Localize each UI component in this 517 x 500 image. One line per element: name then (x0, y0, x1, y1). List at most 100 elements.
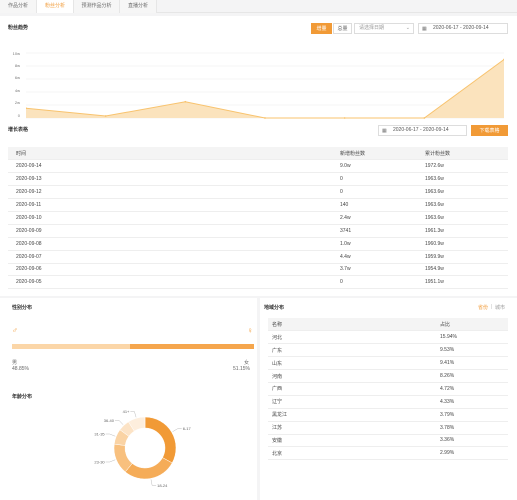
cell-time: 2020-09-05 (8, 275, 338, 290)
tab-province[interactable]: 省份 (478, 305, 489, 311)
female-percent: 51.15% (233, 366, 250, 372)
cell-new: 0 (338, 275, 423, 290)
table-row: 2020-09-11 140 1963.6w (8, 198, 508, 212)
cell-time: 2020-09-14 (8, 159, 338, 174)
trend-point (26, 107, 27, 110)
gender-title: 性别分布 (12, 305, 33, 311)
age-label-leader (172, 428, 182, 432)
cell-region: 山东 (268, 356, 438, 371)
table-row: 2020-09-12 0 1963.6w (8, 185, 508, 200)
trend-date-range[interactable]: ▦ 2020-06-17 - 2020-09-14 (418, 23, 508, 34)
cell-total: 1963.6w (423, 211, 508, 225)
age-slice (124, 457, 173, 480)
cell-new: 9.0w (338, 159, 423, 174)
tab-fans[interactable]: 粉丝分析 (37, 0, 74, 13)
cell-ratio: 3.36% (438, 434, 508, 448)
cell-time: 2020-09-06 (8, 263, 338, 277)
trend-title: 粉丝趋势 (8, 25, 29, 31)
cell-region: 河南 (268, 369, 438, 383)
age-label-leader (130, 411, 137, 418)
table-row: 山东 9.41% (268, 356, 508, 371)
trend-area (26, 59, 504, 118)
cell-region: 广西 (268, 382, 438, 396)
tab-city[interactable]: 城市 (495, 305, 506, 311)
male-label: 男 (12, 360, 18, 366)
y-tick: 2w (14, 100, 20, 105)
cell-new: 1.0w (338, 237, 423, 251)
age-slice (144, 416, 177, 464)
calendar-icon: ▦ (422, 26, 427, 32)
cell-ratio: 4.72% (438, 382, 508, 396)
trend-chart (26, 52, 504, 119)
col-new-fans: 新增粉丝数 (338, 147, 423, 161)
y-tick: 0 (17, 113, 20, 118)
age-label: 18-24 (157, 483, 168, 488)
cell-ratio: 9.41% (438, 356, 508, 371)
download-table-button[interactable]: 下载表格 (471, 125, 508, 136)
cell-region: 广东 (268, 343, 438, 358)
female-label: 女 (244, 360, 250, 366)
region-table: 名称 占比 河北 15.94% 广东 9.53% 山东 9.41% 河南 8.26% 广… (268, 318, 508, 461)
age-label-leader (105, 459, 116, 463)
table-row: 河北 15.94% (268, 330, 508, 345)
tab-works[interactable]: 作品分析 (0, 0, 37, 13)
cell-region: 北京 (268, 446, 438, 461)
cell-new: 0 (338, 172, 423, 187)
cell-total: 1963.6w (423, 185, 508, 200)
age-label: 23-30 (94, 459, 105, 464)
table-row: 2020-09-09 3741 1961.3w (8, 224, 508, 238)
age-label-leader (114, 420, 124, 425)
col-total-fans: 累计粉丝数 (423, 147, 508, 161)
age-label: 31-35 (94, 432, 105, 437)
growth-date-range[interactable]: ▦ 2020-06-17 - 2020-09-14 (378, 125, 467, 136)
calendar-icon: ▦ (382, 128, 387, 134)
y-tick: 10w (12, 51, 20, 56)
table-row: 广西 4.72% (268, 382, 508, 396)
cell-total: 1960.9w (423, 237, 508, 251)
age-title: 年龄分布 (12, 394, 33, 400)
cell-region: 安徽 (268, 434, 438, 448)
female-icon: ♀ (247, 326, 253, 335)
growth-date-text: 2020-06-17 - 2020-09-14 (393, 127, 449, 133)
cell-time: 2020-09-10 (8, 211, 338, 225)
table-row: 江苏 3.78% (268, 421, 508, 435)
cell-time: 2020-09-13 (8, 172, 338, 187)
cell-region: 黑龙江 (268, 408, 438, 422)
age-label: 41+ (123, 409, 130, 414)
cell-region: 河北 (268, 330, 438, 345)
cell-new: 3.7w (338, 263, 423, 277)
trend-date-text: 2020-06-17 - 2020-09-14 (433, 25, 489, 31)
y-tick: 8w (14, 63, 20, 68)
male-fill (12, 344, 131, 349)
date-select[interactable]: 请选择日期 ⌄ (354, 23, 414, 34)
cell-time: 2020-09-12 (8, 185, 338, 200)
table-row: 2020-09-14 9.0w 1972.6w (8, 159, 508, 174)
cell-ratio: 15.94% (438, 330, 508, 345)
col-time: 时间 (8, 147, 338, 161)
region-tab-separator: | (491, 304, 493, 310)
cell-total: 1963.6w (423, 172, 508, 187)
cell-new: 0 (338, 185, 423, 200)
cell-region: 江苏 (268, 421, 438, 435)
tab-predict-works[interactable]: 预测作品分析 (74, 0, 120, 13)
table-row: 2020-09-08 1.0w 1960.9w (8, 237, 508, 251)
cell-ratio: 9.53% (438, 343, 508, 358)
cell-new: 2.4w (338, 211, 423, 225)
cell-total: 1954.9w (423, 263, 508, 277)
increment-button[interactable]: 增量 (311, 23, 332, 34)
cell-total: 1951.1w (423, 275, 508, 290)
cell-time: 2020-09-09 (8, 224, 338, 238)
age-donut-chart: 6-17 18-24 23-30 31-35 36-40 41+ (94, 409, 191, 488)
gender-bar (12, 344, 254, 349)
tab-live[interactable]: 直播分析 (120, 0, 157, 13)
cell-region: 辽宁 (268, 395, 438, 409)
y-tick: 6w (14, 75, 20, 80)
cell-time: 2020-09-08 (8, 237, 338, 251)
cell-total: 1961.3w (423, 224, 508, 238)
table-row: 辽宁 4.33% (268, 395, 508, 409)
cell-ratio: 3.79% (438, 408, 508, 422)
cell-total: 1963.6w (423, 198, 508, 212)
trend-point (343, 117, 346, 119)
total-button[interactable]: 总量 (333, 23, 352, 34)
age-label-leader (105, 433, 116, 437)
